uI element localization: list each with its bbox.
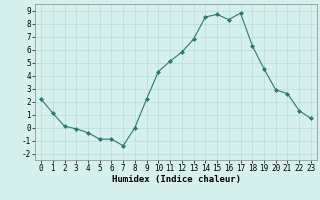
X-axis label: Humidex (Indice chaleur): Humidex (Indice chaleur) — [111, 175, 241, 184]
